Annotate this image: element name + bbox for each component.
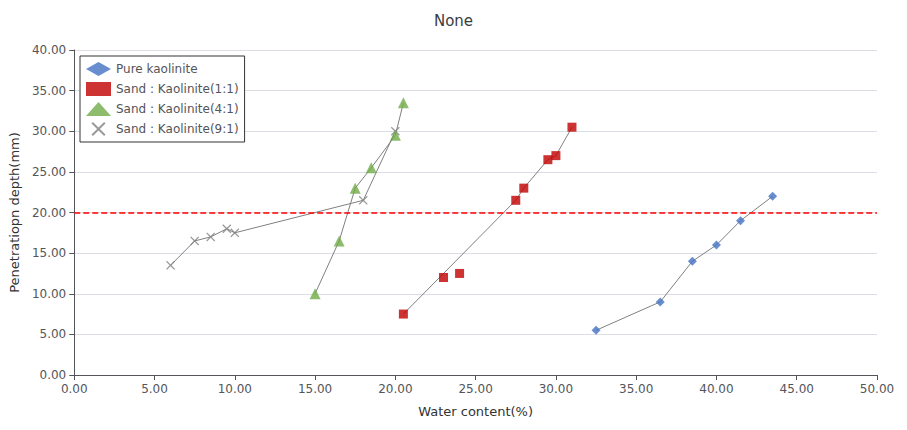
svg-text:35.00: 35.00 [32,84,66,98]
svg-text:50.00: 50.00 [860,382,894,396]
svg-text:Sand : Kaolinite(1:1): Sand : Kaolinite(1:1) [116,82,239,96]
svg-text:Sand : Kaolinite(9:1): Sand : Kaolinite(9:1) [116,122,239,136]
svg-text:30.00: 30.00 [539,382,573,396]
svg-text:Penetratiopn depth(mm): Penetratiopn depth(mm) [7,132,22,293]
svg-text:35.00: 35.00 [619,382,653,396]
svg-text:40.00: 40.00 [699,382,733,396]
svg-text:45.00: 45.00 [780,382,814,396]
svg-text:30.00: 30.00 [32,124,66,138]
svg-text:20.00: 20.00 [32,206,66,220]
svg-text:Water content(%): Water content(%) [418,404,533,419]
svg-text:10.00: 10.00 [32,287,66,301]
svg-text:Sand : Kaolinite(4:1): Sand : Kaolinite(4:1) [116,102,239,116]
svg-text:15.00: 15.00 [298,382,332,396]
svg-text:40.00: 40.00 [32,43,66,57]
svg-text:Pure kaolinite: Pure kaolinite [116,62,198,76]
svg-text:25.00: 25.00 [458,382,492,396]
svg-text:25.00: 25.00 [32,165,66,179]
svg-text:10.00: 10.00 [218,382,252,396]
svg-text:None: None [434,12,473,30]
svg-text:15.00: 15.00 [32,246,66,260]
svg-text:0.00: 0.00 [61,382,88,396]
svg-text:20.00: 20.00 [378,382,412,396]
svg-text:0.00: 0.00 [40,368,67,382]
svg-text:5.00: 5.00 [40,327,67,341]
svg-text:5.00: 5.00 [141,382,168,396]
